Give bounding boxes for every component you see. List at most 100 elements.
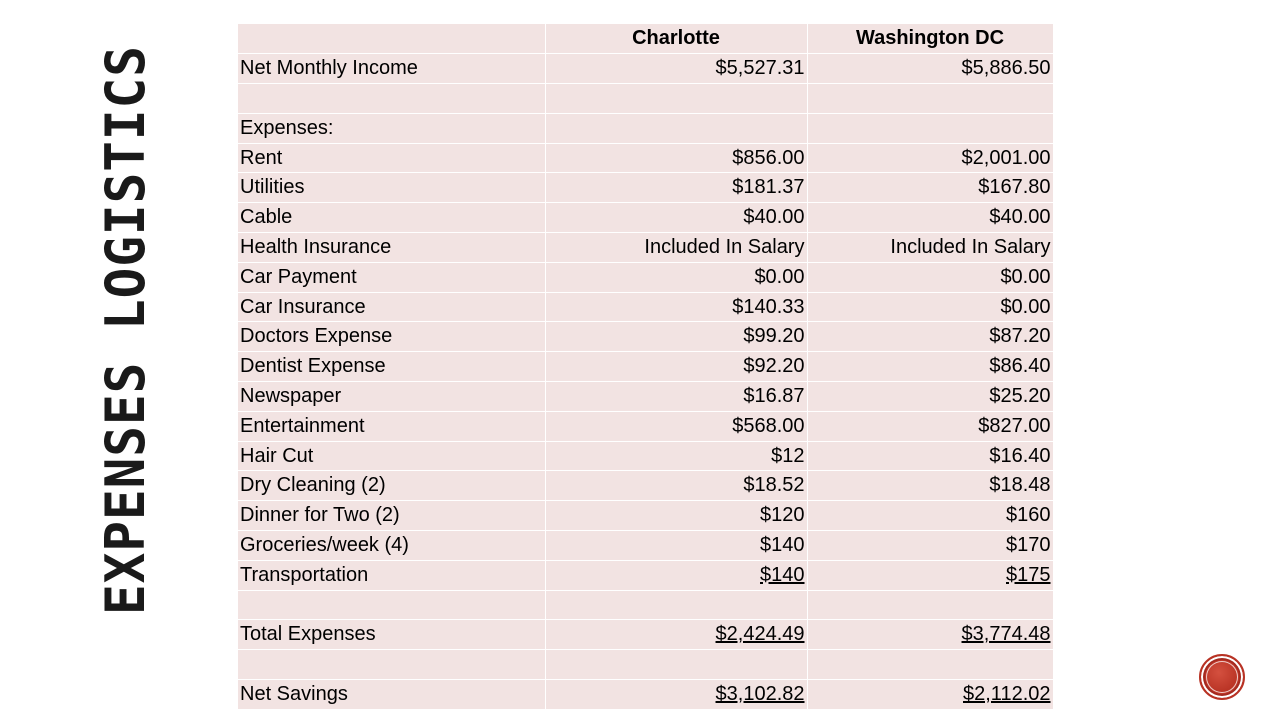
washington-dc-value: $40.00	[807, 202, 1054, 234]
table-row: Dinner for Two (2) $120 $160	[238, 500, 1054, 532]
washington-dc-value: $167.80	[807, 172, 1054, 204]
row-label: Entertainment	[238, 411, 546, 442]
row-label: Net Monthly Income	[238, 53, 546, 85]
header-washington-dc: Washington DC	[807, 24, 1054, 55]
cell-value: $16.40	[989, 444, 1051, 467]
charlotte-value	[545, 649, 808, 681]
washington-dc-value: $5,886.50	[807, 53, 1054, 85]
charlotte-value	[545, 83, 808, 114]
next-slide-button[interactable]	[1199, 654, 1245, 700]
charlotte-value: $140	[545, 560, 808, 591]
row-label: Doctors Expense	[238, 321, 546, 353]
washington-dc-value	[807, 649, 1054, 681]
washington-dc-value: $0.00	[807, 292, 1054, 323]
cell-value: $3,774.48	[961, 623, 1051, 646]
row-label: Newspaper	[238, 381, 546, 412]
table-row: Rent $856.00 $2,001.00	[238, 143, 1054, 174]
washington-dc-value: Included In Salary	[807, 232, 1054, 263]
charlotte-value: $0.00	[545, 262, 808, 293]
charlotte-value: $99.20	[545, 321, 808, 353]
cell-value: $170	[1006, 533, 1051, 556]
cell-value: $12	[771, 444, 805, 467]
charlotte-value	[545, 590, 808, 621]
row-label: Rent	[238, 143, 546, 174]
charlotte-value: $140.33	[545, 292, 808, 323]
table-row: Net Savings $3,102.82 $2,112.02	[238, 679, 1054, 710]
table-row: Expenses:	[238, 113, 1054, 144]
charlotte-value: $181.37	[545, 172, 808, 204]
cell-value: $140.33	[732, 295, 805, 318]
table-row: Entertainment $568.00 $827.00	[238, 411, 1054, 442]
charlotte-value: Included In Salary	[545, 232, 808, 263]
washington-dc-value: $18.48	[807, 470, 1054, 502]
washington-dc-value: $86.40	[807, 351, 1054, 383]
table-row	[238, 649, 1054, 681]
row-label: Dinner for Two (2)	[238, 500, 546, 532]
cell-value: $86.40	[989, 355, 1051, 378]
cell-value: $3,102.82	[715, 682, 805, 705]
cell-value: $18.52	[743, 474, 805, 497]
charlotte-value: $18.52	[545, 470, 808, 502]
cell-value: $856.00	[732, 146, 805, 169]
table-row: Groceries/week (4) $140 $170	[238, 530, 1054, 561]
cell-value: $0.00	[754, 265, 805, 288]
cell-value: $0.00	[1000, 295, 1051, 318]
table-row: Health Insurance Included In Salary Includ…	[238, 232, 1054, 263]
charlotte-value: $12	[545, 441, 808, 472]
row-label: Dentist Expense	[238, 351, 546, 383]
charlotte-value: $140	[545, 530, 808, 561]
cell-value: $18.48	[989, 474, 1051, 497]
cell-value: $2,112.02	[963, 682, 1051, 705]
row-label: Transportation	[238, 560, 546, 591]
row-label: Groceries/week (4)	[238, 530, 546, 561]
cell-value: Included In Salary	[890, 235, 1051, 258]
cell-value: $40.00	[989, 206, 1051, 229]
row-label: Total Expenses	[238, 619, 546, 651]
cell-value: $5,527.31	[715, 57, 805, 80]
cell-value: $160	[1006, 504, 1051, 527]
charlotte-value: $40.00	[545, 202, 808, 234]
cell-value: $167.80	[978, 176, 1051, 199]
row-label	[238, 590, 546, 621]
cell-value: $140	[760, 533, 805, 556]
table-row: Transportation $140 $175	[238, 560, 1054, 591]
table-row: Total Expenses $2,424.49 $3,774.48	[238, 619, 1054, 651]
cell-value: $99.20	[743, 325, 805, 348]
table-row	[238, 590, 1054, 621]
row-label: Cable	[238, 202, 546, 234]
washington-dc-value: $2,112.02	[807, 679, 1054, 710]
row-label: Expenses:	[238, 113, 546, 144]
cell-value: $120	[760, 504, 805, 527]
cell-value: $181.37	[732, 176, 805, 199]
cell-value: $87.20	[989, 325, 1051, 348]
table-row	[238, 83, 1054, 114]
table-row: Utilities $181.37 $167.80	[238, 172, 1054, 204]
table-row: Dentist Expense $92.20 $86.40	[238, 351, 1054, 383]
cell-value: $827.00	[978, 414, 1051, 437]
washington-dc-value: $0.00	[807, 262, 1054, 293]
table-row: Cable $40.00 $40.00	[238, 202, 1054, 234]
table-row: Hair Cut $12 $16.40	[238, 441, 1054, 472]
cell-value: $140	[760, 563, 805, 586]
table-row: Doctors Expense $99.20 $87.20	[238, 321, 1054, 353]
washington-dc-value: $3,774.48	[807, 619, 1054, 651]
washington-dc-value: $170	[807, 530, 1054, 561]
table-row: Dry Cleaning (2) $18.52 $18.48	[238, 470, 1054, 502]
charlotte-value: $5,527.31	[545, 53, 808, 85]
table-row: Newspaper $16.87 $25.20	[238, 381, 1054, 412]
washington-dc-value	[807, 590, 1054, 621]
washington-dc-value: $25.20	[807, 381, 1054, 412]
charlotte-value: $856.00	[545, 143, 808, 174]
charlotte-value	[545, 113, 808, 144]
charlotte-value: $3,102.82	[545, 679, 808, 710]
cell-value: $175	[1006, 563, 1051, 586]
row-label	[238, 649, 546, 681]
row-label	[238, 83, 546, 114]
washington-dc-value: $827.00	[807, 411, 1054, 442]
expenses-table: Charlotte Washington DC Net Monthly Inco…	[238, 24, 1054, 710]
cell-value: $40.00	[743, 206, 805, 229]
table-row: Car Insurance $140.33 $0.00	[238, 292, 1054, 323]
table-row: Net Monthly Income $5,527.31 $5,886.50	[238, 53, 1054, 85]
row-label: Health Insurance	[238, 232, 546, 263]
row-label: Car Payment	[238, 262, 546, 293]
